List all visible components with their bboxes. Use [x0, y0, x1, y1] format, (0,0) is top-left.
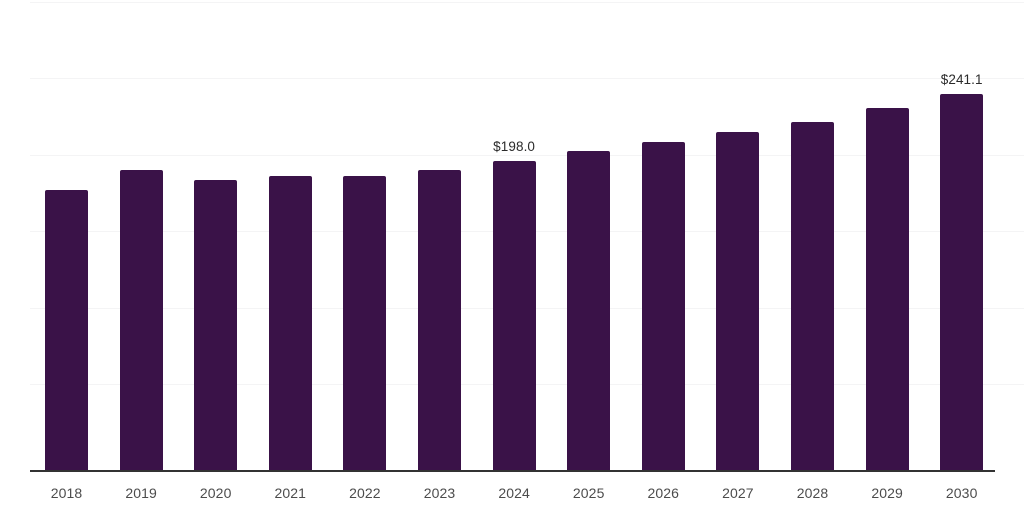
bar-2019[interactable]: [119, 170, 163, 471]
bar-2029[interactable]: [865, 108, 909, 471]
gridline: [30, 2, 1024, 3]
x-tick-label-2028: 2028: [796, 485, 829, 501]
gridline: [30, 155, 1024, 156]
x-tick-label-2019: 2019: [125, 485, 157, 501]
x-tick-label-2024: 2024: [498, 485, 530, 501]
x-tick-label-2027: 2027: [722, 485, 754, 501]
bar-2030[interactable]: [940, 93, 984, 471]
x-tick-label-2021: 2021: [274, 485, 307, 501]
bar-2025[interactable]: [567, 151, 611, 471]
bar-2027[interactable]: [716, 132, 760, 471]
bar-value-label-2024: $198.0: [493, 139, 536, 155]
x-axis-line: [30, 470, 995, 472]
bar-2023[interactable]: [418, 170, 461, 471]
x-tick-label-2022: 2022: [349, 485, 381, 501]
x-tick-label-2030: 2030: [945, 485, 978, 501]
bar-value-label-2030: $241.1: [940, 71, 983, 87]
bar-2018[interactable]: [45, 190, 88, 471]
gridline: [30, 78, 1024, 79]
bar-2021[interactable]: [268, 176, 312, 471]
bar-2026[interactable]: [641, 142, 685, 471]
bar-2024[interactable]: [492, 161, 536, 471]
x-axis-labels: 2018 2019 2020 2021 2022 2023 2024 2025 2026 2027…: [0, 471, 1024, 512]
x-tick-label-2026: 2026: [647, 485, 680, 501]
x-tick-label-2023: 2023: [423, 485, 456, 501]
x-tick-label-2018: 2018: [50, 485, 83, 501]
x-tick-label-2025: 2025: [572, 485, 605, 501]
bar-2022[interactable]: [343, 176, 387, 471]
bar-2028[interactable]: [791, 122, 834, 471]
x-tick-label-2020: 2020: [199, 485, 232, 501]
bar-2020[interactable]: [194, 180, 238, 471]
x-tick-label-2029: 2029: [871, 485, 903, 501]
bars-layer: $198.0 $241.1: [45, 71, 984, 471]
